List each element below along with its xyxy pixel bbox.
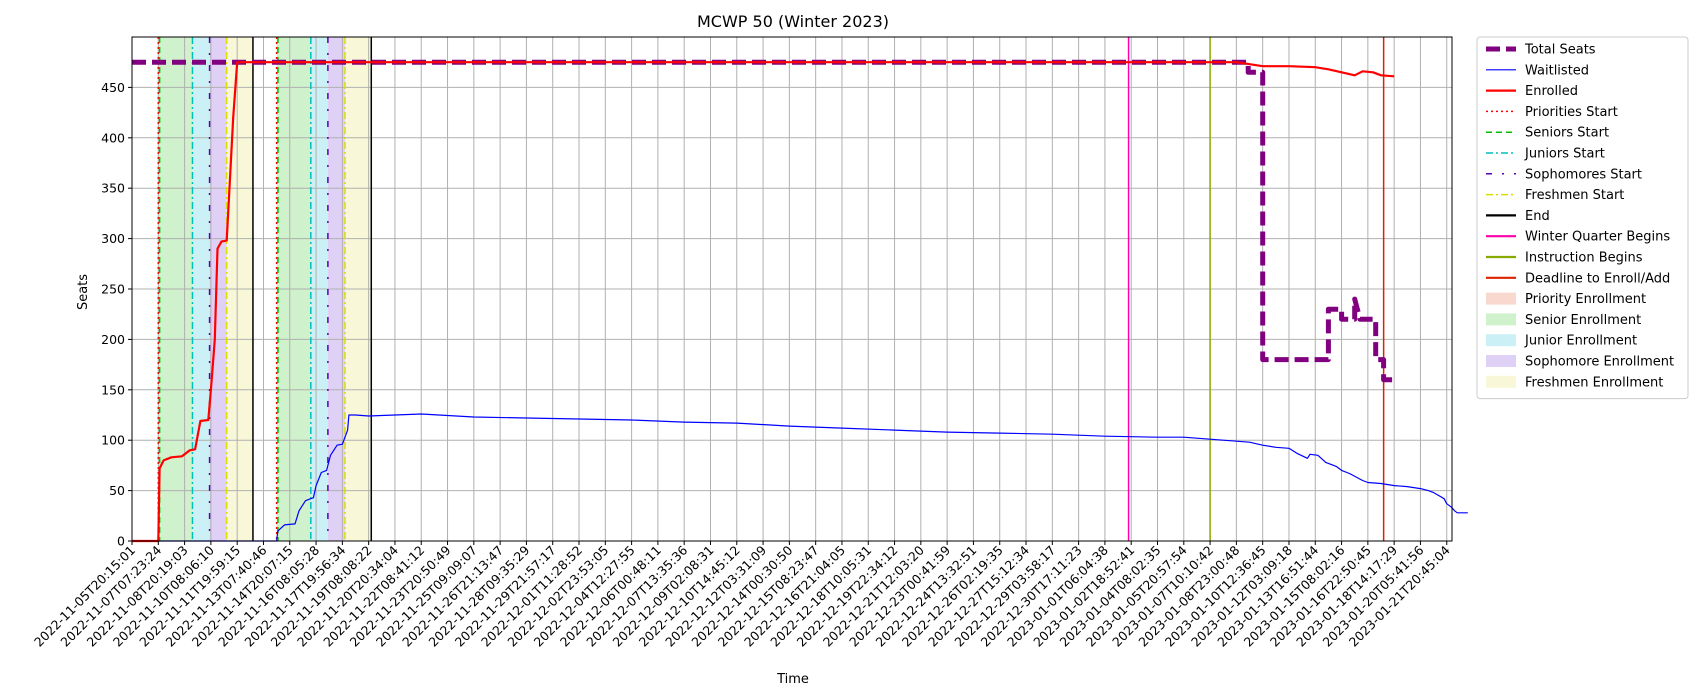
legend-label-8: End [1525, 209, 1550, 224]
legend-frame [1476, 36, 1689, 400]
legend-label-12: Priority Enrollment [1525, 292, 1646, 307]
y-tick-label-9: 450 [101, 80, 125, 95]
y-tick-label-2: 100 [101, 433, 125, 448]
legend-label-1: Waitlisted [1525, 63, 1589, 78]
y-tick-label-4: 200 [101, 332, 125, 347]
legend-label-11: Deadline to Enroll/Add [1525, 271, 1670, 286]
legend-label-6: Sophomores Start [1525, 167, 1642, 182]
y-tick-label-5: 250 [101, 282, 125, 297]
y-axis-title: Seats [76, 274, 91, 310]
legend-label-10: Instruction Begins [1525, 251, 1643, 266]
legend-label-9: Winter Quarter Begins [1525, 230, 1670, 245]
series-line-1 [132, 413, 1468, 542]
legend-label-16: Freshmen Enrollment [1525, 375, 1663, 390]
legend-label-15: Sophomore Enrollment [1525, 355, 1674, 370]
legend-swatch-12 [1486, 292, 1516, 305]
y-tick-label-8: 400 [101, 130, 125, 145]
x-axis-title: Time [776, 672, 809, 687]
legend-label-13: Senior Enrollment [1525, 313, 1641, 328]
y-tick-label-0: 0 [117, 534, 125, 549]
plot-area: 0501001502002503003504004502022-11-05T20… [31, 36, 1468, 650]
legend-label-0: Total Seats [1524, 43, 1596, 58]
y-tick-label-1: 50 [109, 483, 125, 498]
y-tick-label-6: 300 [101, 231, 125, 246]
legend-label-3: Priorities Start [1525, 105, 1618, 120]
legend-swatch-15 [1486, 355, 1516, 367]
legend-swatch-16 [1486, 375, 1516, 388]
legend: Total Seats Waitlisted Enrolled Priorities … [1476, 36, 1689, 400]
chart-title: MCWP 50 (Winter 2023) [697, 12, 889, 31]
legend-label-2: Enrolled [1525, 84, 1578, 99]
legend-label-4: Seniors Start [1525, 126, 1609, 141]
legend-label-5: Juniors Start [1524, 147, 1605, 162]
legend-swatch-14 [1486, 334, 1516, 347]
series-line-0 [132, 59, 1397, 383]
y-tick-label-7: 350 [101, 181, 125, 196]
legend-label-7: Freshmen Start [1525, 188, 1624, 203]
legend-swatch-13 [1486, 313, 1516, 326]
series-line-2 [132, 61, 1395, 543]
y-tick-label-3: 150 [101, 382, 125, 397]
legend-label-14: Junior Enrollment [1524, 334, 1637, 349]
